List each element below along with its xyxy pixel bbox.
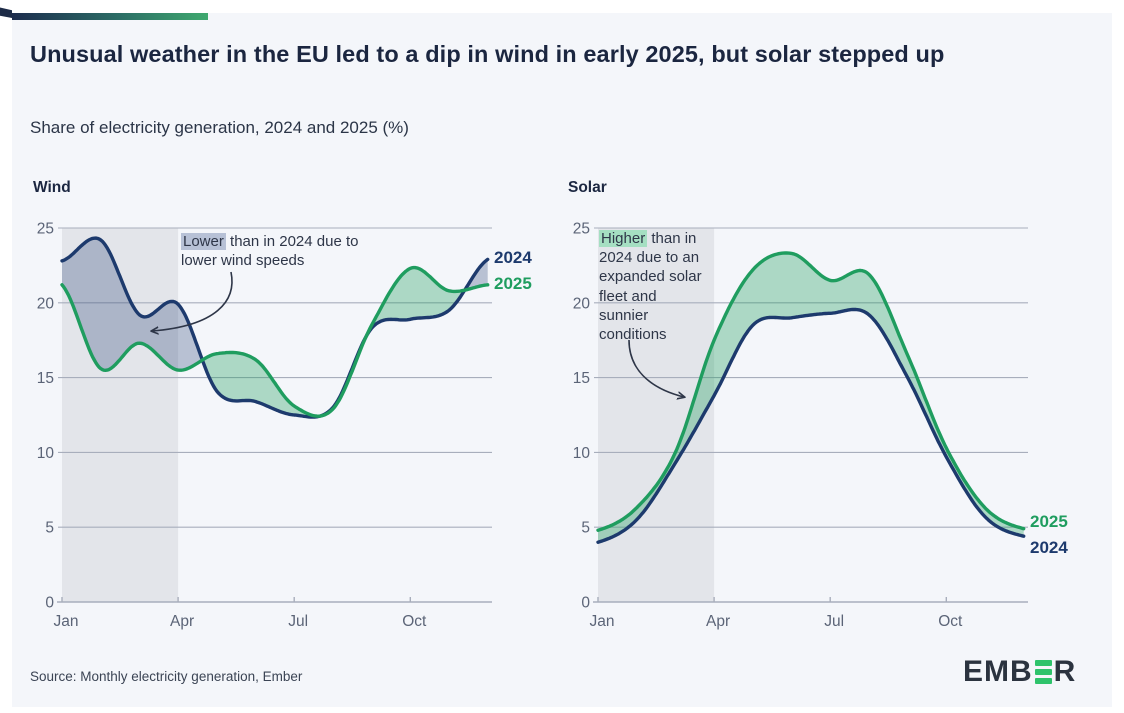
corner-accent-shape bbox=[0, 7, 12, 18]
ember-logo: EMB R bbox=[963, 655, 1076, 689]
svg-text:Jul: Jul bbox=[824, 613, 844, 630]
svg-text:25: 25 bbox=[37, 221, 54, 238]
logo-text-r: R bbox=[1053, 655, 1077, 688]
svg-text:15: 15 bbox=[37, 370, 54, 387]
svg-text:5: 5 bbox=[581, 520, 590, 537]
shaded-band bbox=[598, 228, 715, 602]
series-line-2024 bbox=[60, 236, 490, 419]
wind-annotation-text: than in 2024 due to lower wind speeds bbox=[181, 233, 359, 270]
wind-chart-title: Wind bbox=[33, 179, 71, 196]
header-accent-bar bbox=[12, 13, 208, 20]
svg-text:20: 20 bbox=[37, 295, 55, 312]
svg-text:Jan: Jan bbox=[54, 613, 79, 630]
svg-text:15: 15 bbox=[573, 370, 590, 387]
series-line-2024 bbox=[596, 307, 1026, 544]
svg-text:0: 0 bbox=[45, 595, 54, 612]
wind-series-label-2024: 2024 bbox=[494, 248, 532, 267]
page-title: Unusual weather in the EU led to a dip i… bbox=[30, 41, 945, 67]
solar-series-label-2024: 2024 bbox=[1030, 538, 1068, 557]
solar-chart-svg: 0 5 10 15 20 25 Jan Apr Jul Oct bbox=[573, 221, 1028, 630]
solar-annotation-text: than in 2024 due to an expanded solar fl… bbox=[599, 230, 702, 343]
svg-text:10: 10 bbox=[37, 445, 55, 462]
series-line-2025 bbox=[596, 251, 1026, 532]
svg-text:5: 5 bbox=[45, 520, 54, 537]
svg-text:Jul: Jul bbox=[288, 613, 308, 630]
wind-annotation: Lower than in 2024 due to lower wind spe… bbox=[181, 232, 396, 270]
svg-text:Apr: Apr bbox=[170, 613, 194, 630]
svg-text:25: 25 bbox=[573, 221, 590, 238]
solar-series-label-2025: 2025 bbox=[1030, 512, 1068, 531]
green-e-bars-icon bbox=[1034, 660, 1052, 684]
svg-text:Jan: Jan bbox=[590, 613, 615, 630]
svg-text:0: 0 bbox=[581, 595, 590, 612]
svg-text:Apr: Apr bbox=[706, 613, 730, 630]
solar-chart-title: Solar bbox=[568, 179, 607, 196]
logo-text-emb: EMB bbox=[963, 655, 1033, 688]
solar-chart: 0 5 10 15 20 25 Jan Apr Jul Oct bbox=[546, 195, 1091, 645]
svg-text:10: 10 bbox=[573, 445, 591, 462]
svg-text:Oct: Oct bbox=[938, 613, 963, 630]
wind-annotation-highlight: Lower bbox=[181, 233, 226, 250]
series-line-2025 bbox=[60, 265, 490, 418]
solar-annotation: Higher than in 2024 due to an expanded s… bbox=[599, 229, 705, 344]
wind-series-label-2025: 2025 bbox=[494, 274, 532, 293]
chart-card bbox=[12, 13, 1112, 707]
source-note: Source: Monthly electricity generation, … bbox=[30, 669, 303, 684]
svg-text:20: 20 bbox=[573, 295, 591, 312]
svg-text:Oct: Oct bbox=[402, 613, 427, 630]
page-subtitle: Share of electricity generation, 2024 an… bbox=[30, 118, 409, 137]
solar-annotation-highlight: Higher bbox=[599, 230, 648, 247]
